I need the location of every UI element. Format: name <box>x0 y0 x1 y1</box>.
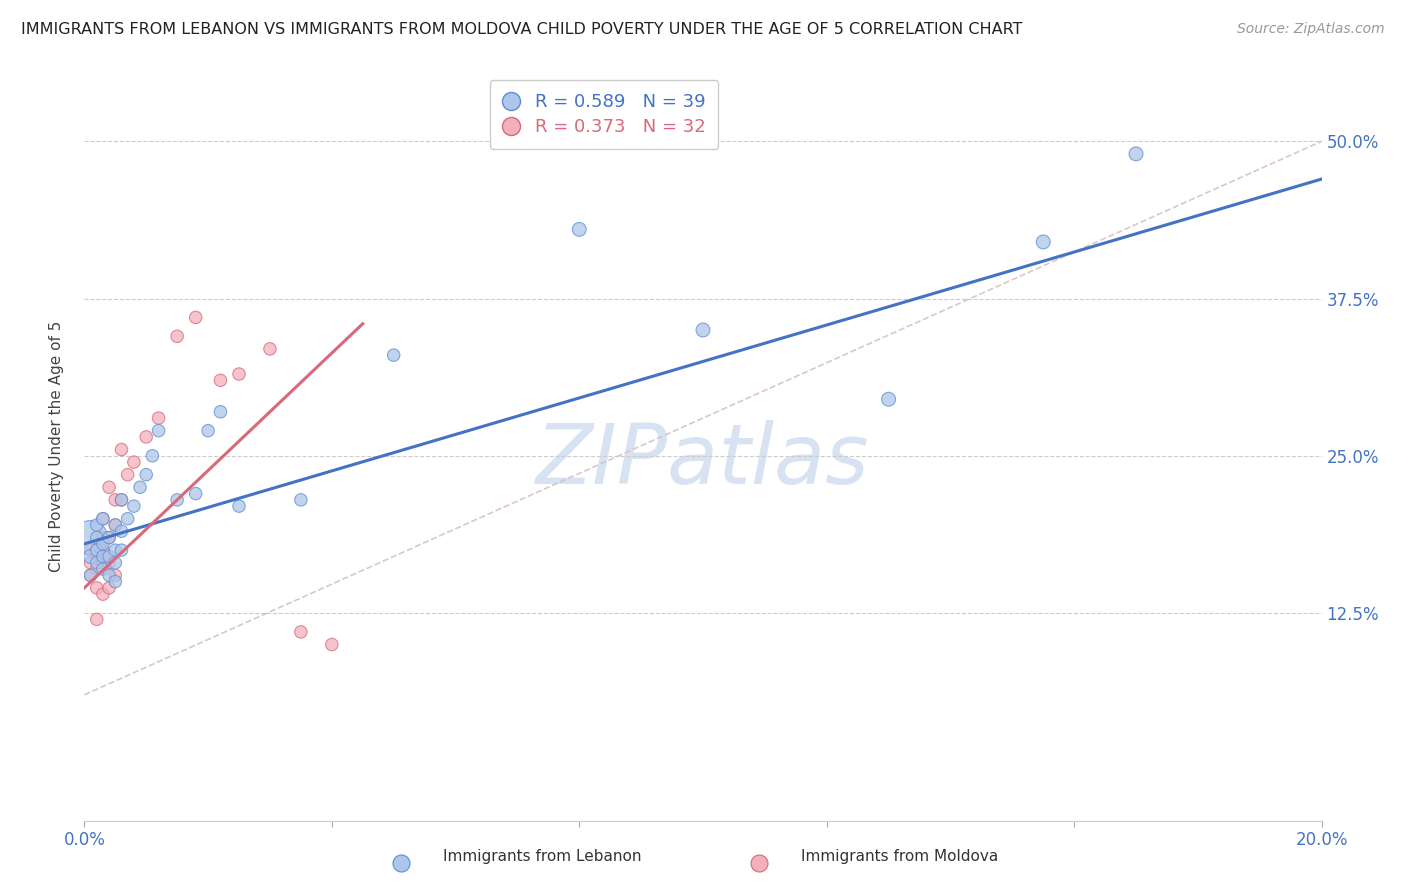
Legend: R = 0.589   N = 39, R = 0.373   N = 32: R = 0.589 N = 39, R = 0.373 N = 32 <box>489 80 718 149</box>
Text: IMMIGRANTS FROM LEBANON VS IMMIGRANTS FROM MOLDOVA CHILD POVERTY UNDER THE AGE O: IMMIGRANTS FROM LEBANON VS IMMIGRANTS FR… <box>21 22 1022 37</box>
Point <box>197 424 219 438</box>
Point <box>86 562 108 576</box>
Text: ZIPatlas: ZIPatlas <box>536 420 870 501</box>
Point <box>228 367 250 381</box>
Point <box>321 638 343 652</box>
Point <box>209 373 232 387</box>
Point <box>86 531 108 545</box>
Point <box>382 348 405 362</box>
Point <box>104 518 127 533</box>
Point <box>141 449 163 463</box>
Point <box>117 512 139 526</box>
Point <box>91 543 114 558</box>
Point <box>1032 235 1054 249</box>
Point <box>98 480 121 494</box>
Point <box>184 310 207 325</box>
Point <box>104 518 127 533</box>
Point <box>209 405 232 419</box>
Point <box>91 587 114 601</box>
Point <box>166 492 188 507</box>
Point <box>79 568 101 582</box>
Point <box>86 612 108 626</box>
Point <box>129 480 152 494</box>
Point <box>104 574 127 589</box>
Point <box>389 856 412 871</box>
Point <box>104 492 127 507</box>
Point <box>91 512 114 526</box>
Point <box>98 549 121 564</box>
Point <box>110 492 132 507</box>
Point <box>117 467 139 482</box>
Point <box>86 581 108 595</box>
Text: Source: ZipAtlas.com: Source: ZipAtlas.com <box>1237 22 1385 37</box>
Point <box>290 624 312 639</box>
Point <box>98 581 121 595</box>
Point <box>98 531 121 545</box>
Point <box>228 499 250 513</box>
Point <box>748 856 770 871</box>
Point <box>110 442 132 457</box>
Text: Immigrants from Moldova: Immigrants from Moldova <box>801 849 998 863</box>
Point <box>135 467 157 482</box>
Point <box>110 492 132 507</box>
Point <box>148 411 170 425</box>
Point <box>98 531 121 545</box>
Point <box>122 499 145 513</box>
Point <box>259 342 281 356</box>
Point <box>692 323 714 337</box>
Point <box>86 543 108 558</box>
Point <box>79 531 101 545</box>
Text: Immigrants from Lebanon: Immigrants from Lebanon <box>443 849 641 863</box>
Point <box>98 568 121 582</box>
Point <box>86 556 108 570</box>
Point <box>98 556 121 570</box>
Point <box>122 455 145 469</box>
Point <box>290 492 312 507</box>
Point <box>91 549 114 564</box>
Point <box>79 556 101 570</box>
Point <box>104 568 127 582</box>
Point <box>1125 147 1147 161</box>
Point <box>86 543 108 558</box>
Point <box>79 568 101 582</box>
Point <box>86 518 108 533</box>
Point <box>79 549 101 564</box>
Point <box>104 543 127 558</box>
Point <box>148 424 170 438</box>
Point <box>110 524 132 539</box>
Point <box>110 543 132 558</box>
Point <box>877 392 900 407</box>
Point <box>104 556 127 570</box>
Point <box>91 512 114 526</box>
Y-axis label: Child Poverty Under the Age of 5: Child Poverty Under the Age of 5 <box>49 320 63 572</box>
Point <box>91 537 114 551</box>
Point <box>166 329 188 343</box>
Point <box>91 556 114 570</box>
Point <box>184 486 207 500</box>
Point <box>135 430 157 444</box>
Point <box>91 531 114 545</box>
Point <box>568 222 591 236</box>
Point <box>79 543 101 558</box>
Point <box>91 562 114 576</box>
